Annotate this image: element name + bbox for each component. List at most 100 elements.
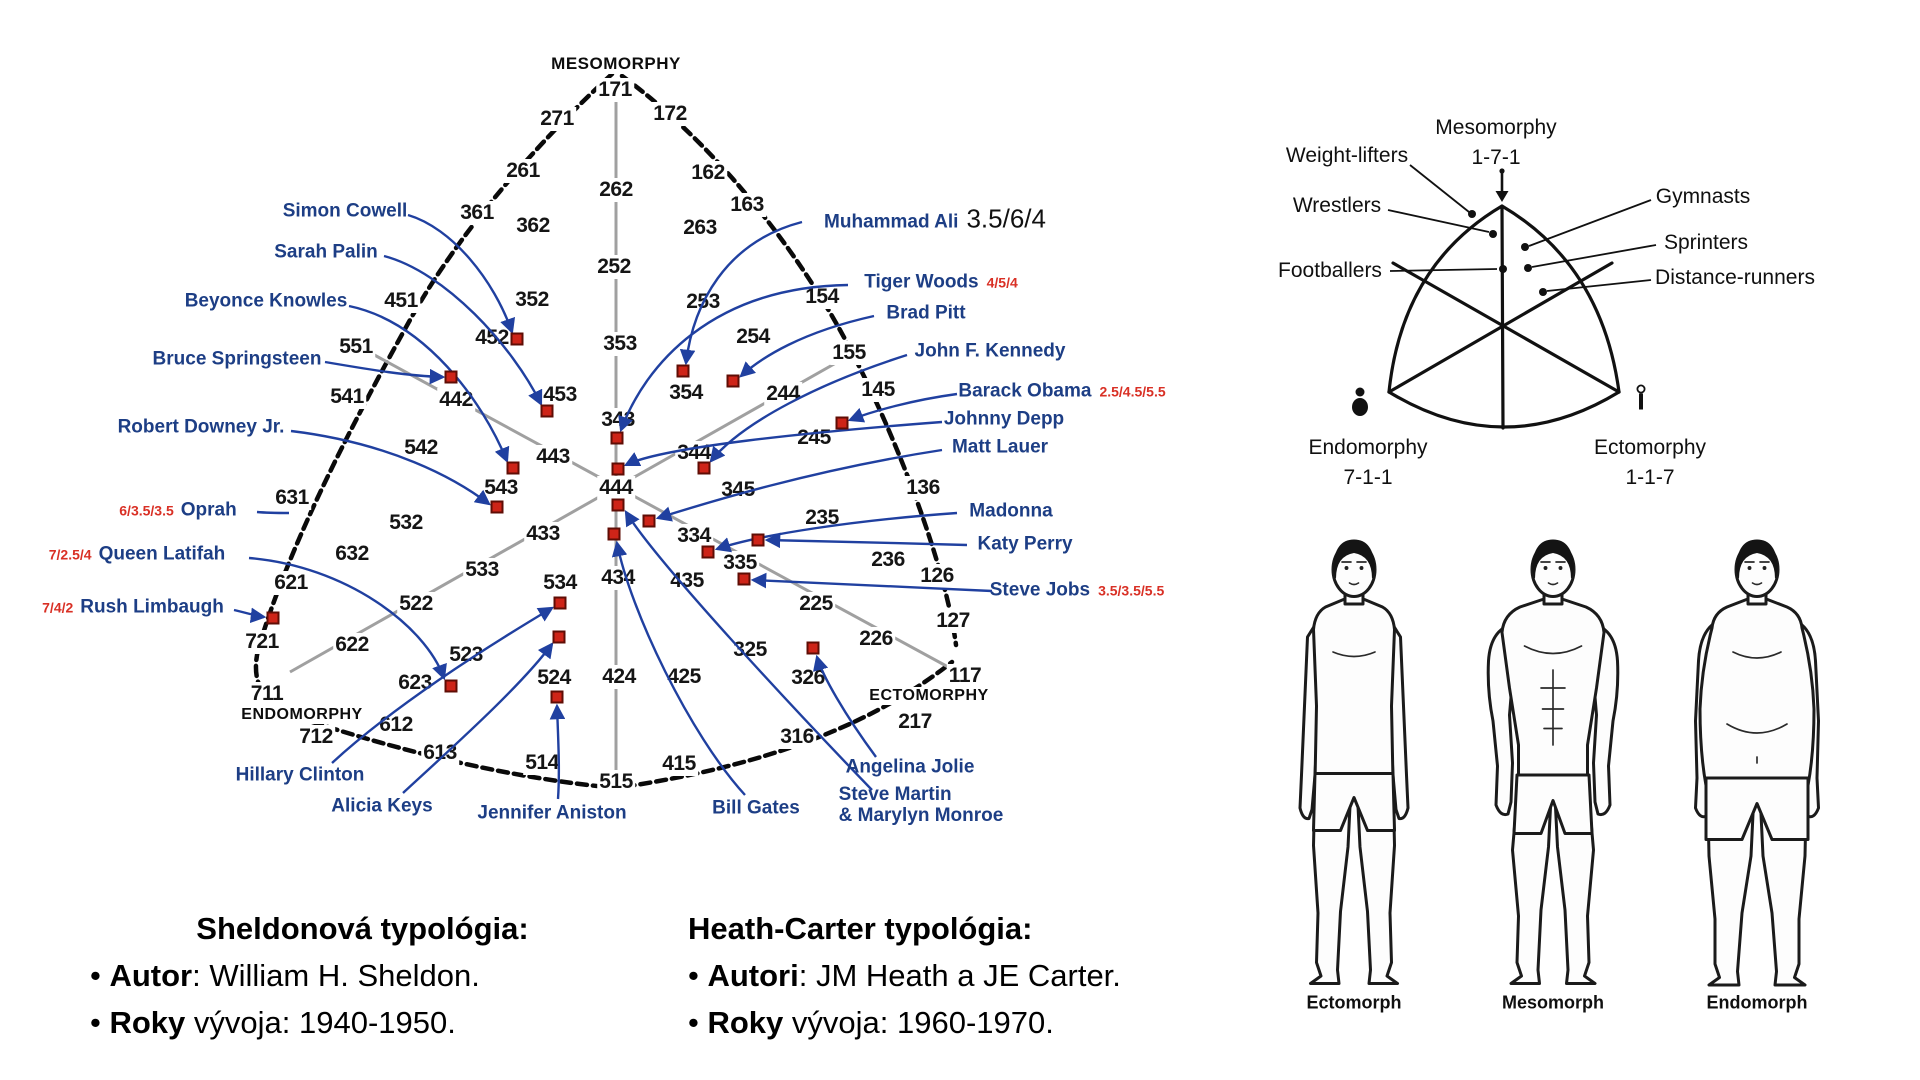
celebrity-name: Muhammad Ali [824, 211, 959, 233]
leader-arrow [290, 429, 491, 506]
bullet-rest: : JM Heath a JE Carter. [798, 958, 1121, 993]
athlete-label: Sprinters [1663, 231, 1749, 254]
celebrity-label: Madonna [969, 501, 1052, 522]
bullet-glyph: • [90, 1005, 110, 1040]
celebrity-label: Matt Lauer [952, 437, 1048, 458]
grid-number: 631 [273, 486, 311, 510]
grid-number: 245 [795, 426, 833, 450]
footer-left: Sheldonová typológia: • Autor: William H.… [90, 905, 635, 1046]
somatotype-point-square [676, 364, 690, 378]
mini-somatochart [1387, 204, 1621, 430]
somatotype-value: 2.5/4.5/5.5 [1099, 383, 1166, 400]
grid-number: 271 [538, 107, 576, 131]
grid-number: 117 [946, 664, 984, 688]
somatotype-point-square [607, 527, 621, 541]
athlete-dot [1539, 288, 1547, 296]
grid-number: 533 [463, 558, 501, 582]
bullet-glyph: • [688, 958, 708, 993]
grid-number: 453 [541, 383, 579, 407]
grid-number: 362 [514, 214, 552, 238]
somatotype-point-square [444, 679, 458, 693]
celebrity-label: Bill Gates [712, 798, 800, 819]
celebrity-label: 7/4/2 Rush Limbaugh [42, 597, 224, 618]
grid-number: 623 [396, 671, 434, 695]
typology-bullet: • Autori: JM Heath a JE Carter. [688, 952, 1308, 999]
grid-number: 334 [675, 524, 713, 548]
grid-number: 514 [523, 751, 561, 775]
celebrity-name: Robert Downey Jr. [117, 416, 285, 438]
mini-pole-title: Endomorphy [1308, 436, 1428, 459]
celebrity-name: Katy Perry [977, 533, 1073, 555]
grid-number: 236 [869, 548, 907, 572]
grid-number: 325 [731, 638, 769, 662]
grid-number: 263 [681, 216, 719, 240]
grid-number: 452 [473, 326, 511, 350]
somatotype-point-square [611, 498, 625, 512]
figure-caption: Ectomorph [1306, 992, 1402, 1013]
somatotype-value: 7/2.5/4 [48, 546, 92, 563]
somatotype-point-square [510, 332, 524, 346]
grid-number: 451 [382, 289, 420, 313]
grid-number: 335 [721, 551, 759, 575]
grid-number: 613 [421, 741, 459, 765]
celebrity-label: Sarah Palin [274, 242, 378, 263]
grid-number: 712 [297, 725, 335, 749]
grid-number: 226 [857, 627, 895, 651]
bullet-glyph: • [688, 1005, 708, 1040]
grid-number: 136 [904, 476, 942, 500]
grid-number: 612 [377, 713, 415, 737]
celebrity-name: Alicia Keys [331, 795, 433, 817]
somatotype-point-square [737, 572, 751, 586]
celebrity-label: Angelina Jolie [846, 757, 975, 778]
somatotype-point-square [266, 611, 280, 625]
celebrity-name: Matt Lauer [951, 436, 1049, 458]
athlete-leader-line [1387, 209, 1490, 233]
grid-number: 442 [437, 388, 475, 412]
grid-number: 522 [397, 592, 435, 616]
grid-number: 353 [601, 332, 639, 356]
mini-pole-title: Ectomorphy [1593, 436, 1707, 459]
leader-arrow [331, 606, 555, 764]
celebrity-name: Madonna [969, 500, 1053, 522]
celebrity-label: Bruce Springsteen [153, 349, 322, 370]
bullet-bold: Autori [707, 958, 799, 993]
somatotype-point-square [642, 514, 656, 528]
celebrity-name: Beyonce Knowles [184, 290, 348, 312]
grid-number: 435 [668, 569, 706, 593]
grid-number: 541 [328, 385, 366, 409]
somatotype-point-square [701, 545, 715, 559]
athlete-dot [1489, 230, 1497, 238]
celebrity-name: Sarah Palin [274, 241, 378, 263]
celebrity-name: Queen Latifah [98, 543, 226, 565]
grid-number: 711 [248, 682, 286, 706]
grid-number: 225 [797, 592, 835, 616]
somatotype-point-square [506, 461, 520, 475]
typology-title: Sheldonová typológia: [196, 911, 529, 946]
grid-number: 326 [789, 666, 827, 690]
athlete-leader-line [1409, 164, 1470, 213]
grid-number: 433 [524, 522, 562, 546]
somatotype-point-square [697, 461, 711, 475]
typology-bullet: • Autor: William H. Sheldon. [90, 952, 635, 999]
bullet-rest: vývoja: 1960-1970. [783, 1005, 1054, 1040]
bullet-bold: Roky [707, 1005, 784, 1040]
grid-number: 162 [689, 161, 727, 185]
leader-arrow [764, 532, 968, 549]
somatotype-point-square [726, 374, 740, 388]
athlete-leader-line [1528, 199, 1652, 247]
grid-number: 443 [534, 445, 572, 469]
grid-number: 316 [778, 725, 816, 749]
celebrity-label: Katy Perry [977, 534, 1072, 555]
bullet-rest: : William H. Sheldon. [192, 958, 480, 993]
leader-arrow [750, 572, 993, 593]
grid-number: 217 [896, 710, 934, 734]
celebrity-label: 7/2.5/4 Queen Latifah [49, 544, 226, 565]
celebrity-label: Muhammad Ali 3.5/6/4 [824, 204, 1046, 235]
celebrity-name: Barack Obama [958, 380, 1092, 402]
celebrity-label: Hillary Clinton [236, 765, 365, 786]
celebrity-name: Brad Pitt [886, 302, 966, 324]
athlete-label: Distance-runners [1655, 266, 1815, 289]
leader-arrow [256, 510, 290, 515]
celebrity-name: Tiger Woods [864, 271, 979, 293]
celebrity-name: Hillary Clinton [235, 764, 365, 786]
